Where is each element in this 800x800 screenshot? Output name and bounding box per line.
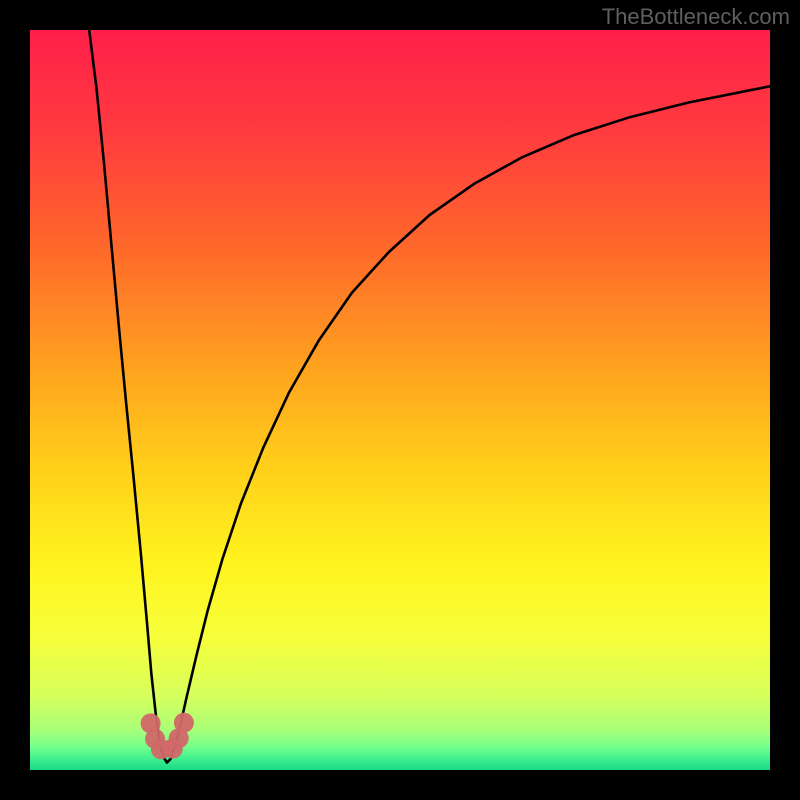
chart-stage: TheBottleneck.com bbox=[0, 0, 800, 800]
watermark-text: TheBottleneck.com bbox=[602, 4, 790, 30]
chart-background bbox=[30, 30, 770, 770]
chart-svg bbox=[30, 30, 770, 770]
chart-plot-area bbox=[30, 30, 770, 770]
marker-dot bbox=[174, 713, 194, 733]
